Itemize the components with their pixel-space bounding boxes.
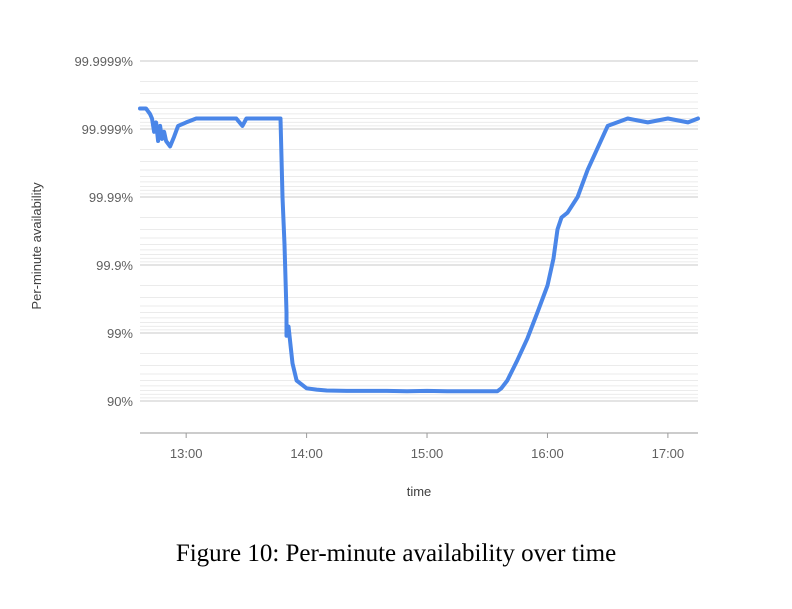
x-tick-label: 14:00 [290,446,323,461]
x-axis-title: time [407,484,432,499]
major-gridlines [140,60,698,402]
y-tick-label: 99% [107,326,133,341]
availability-chart: 99.9999% 99.999% 99.99% 99.9% 99% 90% 13:00 14… [29,54,700,499]
y-tick-label: 90% [107,394,133,409]
x-tick-label: 13:00 [170,446,203,461]
x-tick-label: 15:00 [411,446,444,461]
y-tick-label: 99.9% [96,258,133,273]
y-tick-label: 99.99% [89,190,134,205]
y-axis-tick-labels: 99.9999% 99.999% 99.99% 99.9% 99% 90% [74,54,133,409]
figure-caption: Figure 10: Per-minute availability over … [175,540,617,567]
availability-line [138,106,700,394]
y-tick-label: 99.999% [82,122,134,137]
x-axis-tick-labels: 13:00 14:00 15:00 16:00 17:00 [170,433,684,461]
y-axis-title: Per-minute availability [29,182,44,310]
y-tick-label: 99.9999% [74,54,133,69]
minor-gridlines [140,80,698,399]
x-tick-label: 16:00 [531,446,564,461]
x-tick-label: 17:00 [652,446,685,461]
